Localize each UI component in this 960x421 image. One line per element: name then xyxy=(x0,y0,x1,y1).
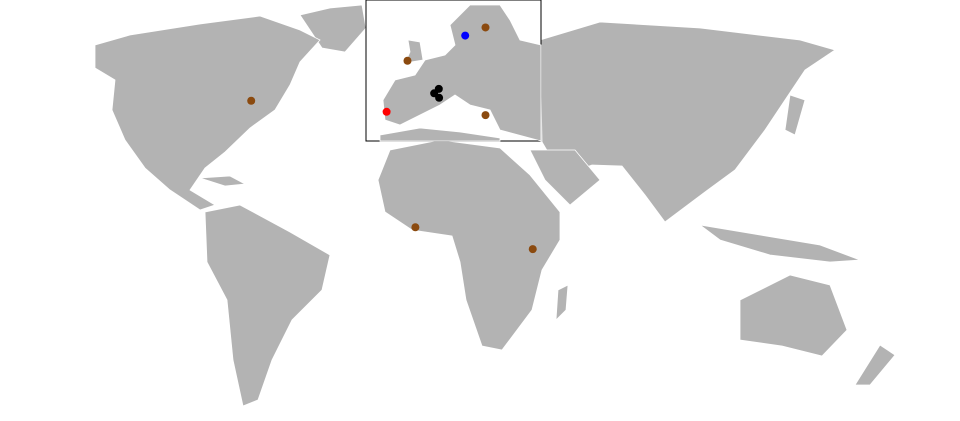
indonesia xyxy=(699,224,861,263)
caribbean xyxy=(199,175,247,187)
location-marker xyxy=(481,111,490,120)
new-zealand xyxy=(854,344,896,386)
inset-mainland-europe xyxy=(382,4,542,142)
africa xyxy=(377,139,561,351)
arabia xyxy=(529,149,601,206)
location-marker xyxy=(481,23,490,32)
location-marker xyxy=(382,107,391,116)
location-marker xyxy=(403,56,412,65)
australia xyxy=(739,274,848,357)
inset-great-britain xyxy=(404,39,424,64)
north-america xyxy=(94,15,321,211)
location-marker xyxy=(411,223,420,232)
madagascar xyxy=(555,284,569,322)
location-marker xyxy=(435,93,444,102)
location-marker xyxy=(528,245,537,254)
world-land xyxy=(94,4,896,407)
location-marker xyxy=(434,84,443,93)
europe-inset xyxy=(365,0,542,142)
location-marker xyxy=(461,31,470,40)
location-marker xyxy=(247,96,256,105)
inset-north-africa xyxy=(379,127,501,142)
japan xyxy=(784,94,806,136)
markers xyxy=(247,23,537,254)
south-america xyxy=(204,204,331,407)
